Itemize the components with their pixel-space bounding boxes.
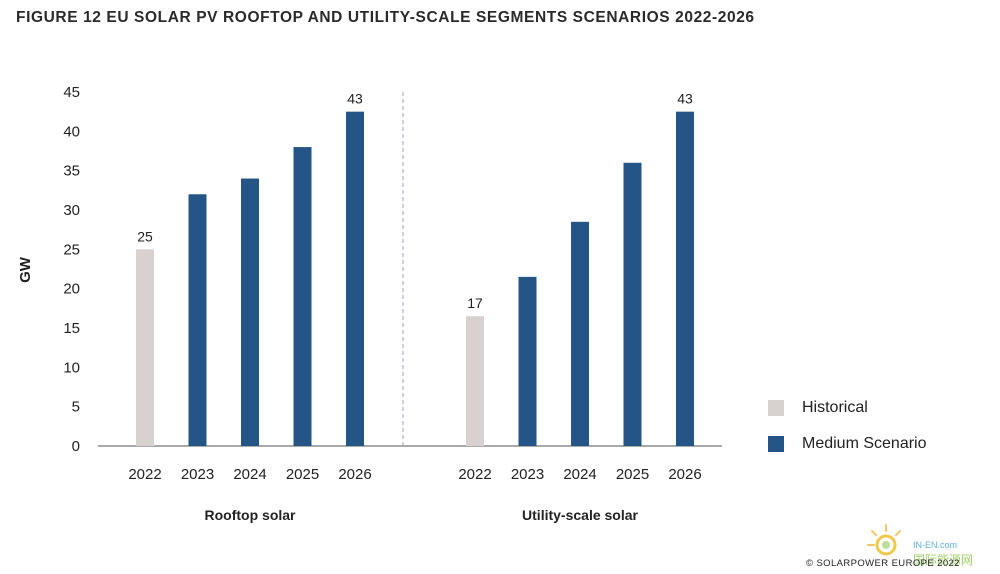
y-tick-label: 15 — [63, 320, 80, 337]
legend-label-historical: Historical — [802, 399, 868, 416]
bar — [136, 249, 154, 446]
x-tick-label: 2024 — [233, 466, 266, 483]
y-tick-label: 35 — [63, 163, 80, 180]
group-label: Utility-scale solar — [522, 507, 638, 523]
legend-label-medium-scenario: Medium Scenario — [802, 435, 927, 452]
bar — [518, 276, 537, 446]
chart-title: FIGURE 12 EU SOLAR PV ROOFTOP AND UTILIT… — [16, 9, 755, 26]
group-label: Rooftop solar — [205, 507, 297, 523]
y-tick-label: 20 — [63, 281, 80, 298]
bar — [346, 111, 364, 447]
bar — [466, 316, 484, 446]
data-label: 43 — [677, 91, 693, 107]
bars: 25 43 17 43 — [136, 91, 694, 447]
legend-item-medium-scenario: Medium Scenario — [768, 426, 927, 462]
y-tick-label: 0 — [72, 438, 80, 455]
bar — [293, 147, 312, 447]
legend-swatch-medium-scenario — [768, 436, 784, 452]
y-tick-label: 40 — [63, 123, 80, 140]
y-tick-label: 25 — [63, 241, 80, 258]
bar — [571, 221, 589, 446]
y-axis: 0 5 10 15 20 25 30 35 40 45 — [63, 84, 80, 455]
x-tick-label: 2024 — [563, 466, 596, 483]
legend-swatch-historical — [768, 400, 784, 416]
watermark-text-2: 国际能源网 — [913, 553, 974, 567]
x-tick-label: 2025 — [286, 466, 319, 483]
x-tick-label: 2022 — [128, 466, 161, 483]
data-label: 43 — [347, 91, 363, 107]
group-labels: Rooftop solar Utility-scale solar — [205, 507, 639, 523]
x-tick-label: 2023 — [181, 466, 214, 483]
x-tick-label: 2026 — [338, 466, 371, 483]
y-tick-label: 45 — [63, 84, 80, 101]
x-tick-label: 2023 — [511, 466, 544, 483]
data-label: 17 — [467, 295, 483, 311]
data-label: 25 — [137, 228, 153, 244]
y-axis-label: GW — [17, 256, 34, 283]
x-tick-labels: 2022 2023 2024 2025 2026 2022 2023 2024 2025 2026 — [128, 466, 701, 483]
legend: Historical Medium Scenario — [768, 390, 927, 462]
bar — [241, 178, 259, 447]
legend-item-historical: Historical — [768, 390, 927, 426]
y-tick-label: 5 — [72, 399, 80, 416]
x-tick-label: 2026 — [668, 466, 701, 483]
watermark-text-1: IN-EN.com — [913, 540, 958, 550]
bar — [188, 194, 207, 446]
copyright-credit: © SOLARPOWER EUROPE 2022 — [806, 558, 960, 569]
bar — [676, 111, 694, 447]
bar — [623, 162, 642, 447]
x-tick-label: 2025 — [616, 466, 649, 483]
x-tick-label: 2022 — [458, 466, 491, 483]
watermark-logo-icon — [867, 524, 901, 556]
y-tick-label: 10 — [63, 359, 80, 376]
y-tick-label: 30 — [63, 202, 80, 219]
